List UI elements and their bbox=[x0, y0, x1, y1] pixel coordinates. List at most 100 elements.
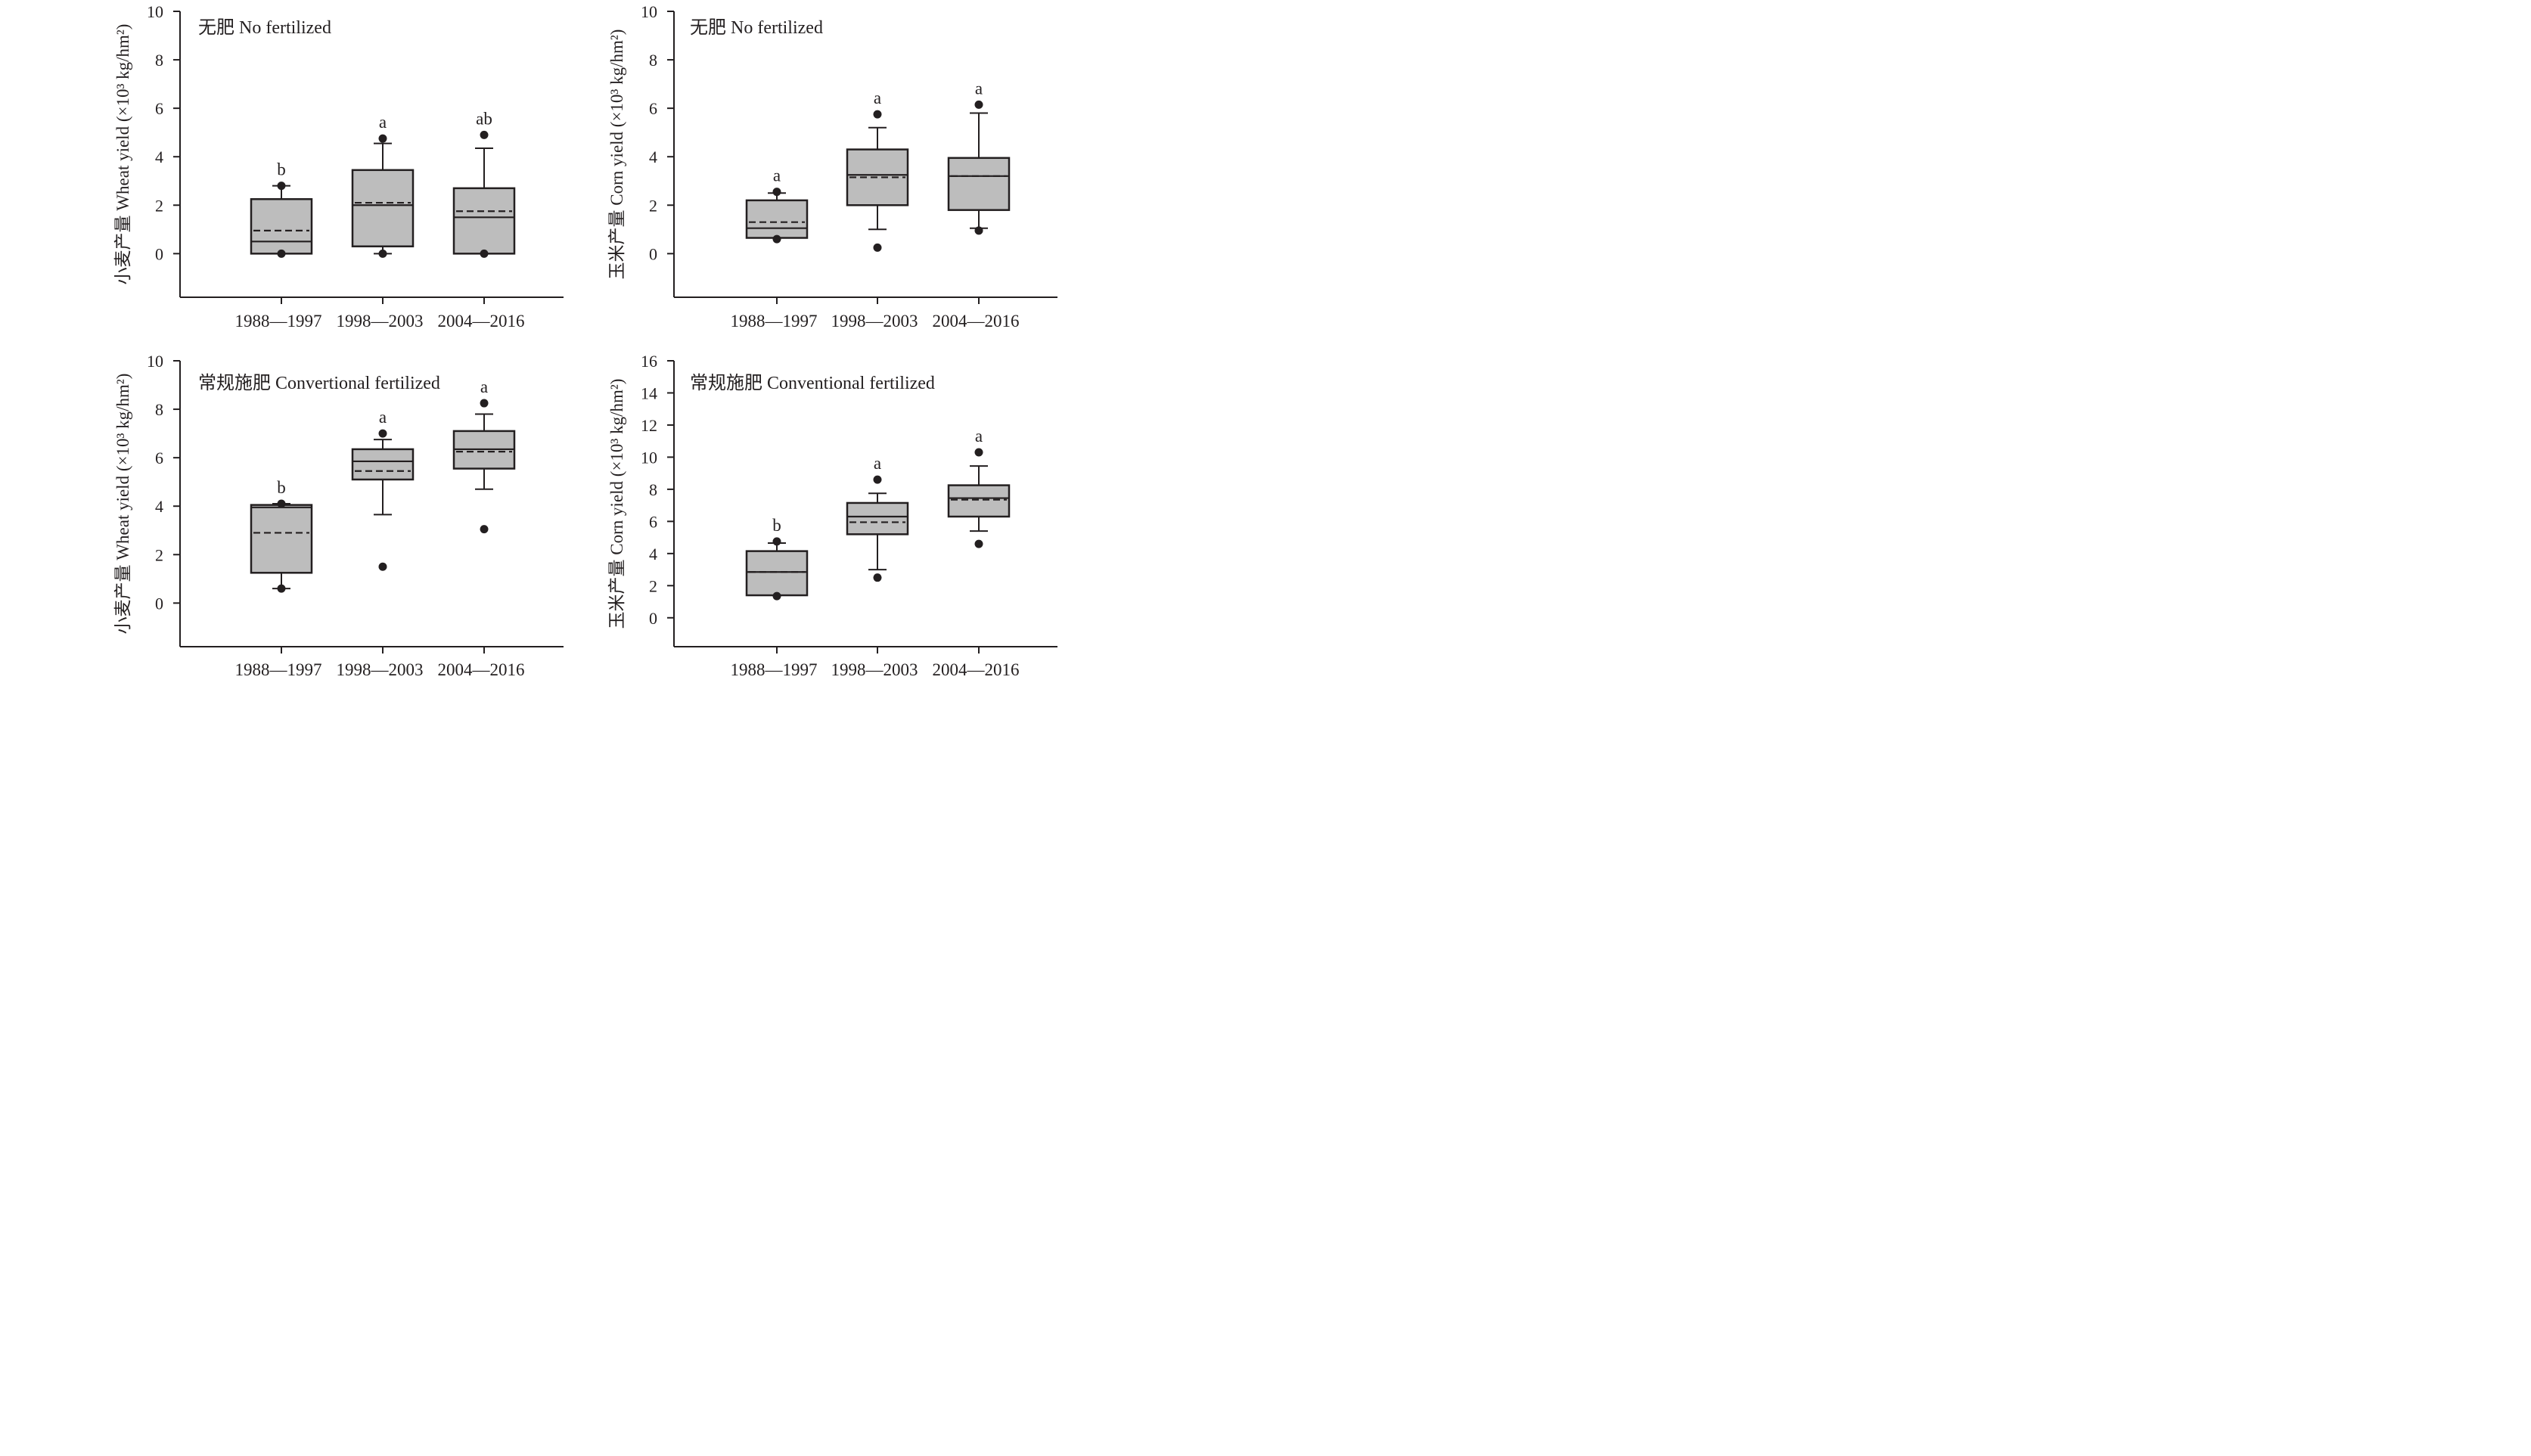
x-tick-label: 1988—1997 bbox=[235, 312, 322, 331]
box-1: a bbox=[745, 166, 809, 244]
y-tick-label: 0 bbox=[155, 594, 163, 613]
iqr-box bbox=[947, 157, 1011, 211]
y-tick-label: 4 bbox=[155, 497, 163, 516]
box-1: b bbox=[250, 478, 313, 593]
y-tick-label: 8 bbox=[649, 51, 657, 70]
outlier-point bbox=[378, 429, 387, 438]
iqr-box bbox=[250, 198, 313, 255]
outlier-point bbox=[974, 226, 983, 235]
y-tick-label: 10 bbox=[641, 2, 657, 21]
box-3: ab bbox=[452, 109, 516, 258]
x-tick-label: 2004—2016 bbox=[438, 660, 525, 679]
outlier-point bbox=[480, 525, 489, 534]
x-tick-label: 1988—1997 bbox=[731, 660, 818, 679]
y-tick-label: 12 bbox=[641, 416, 657, 435]
x-tick-label: 1998—2003 bbox=[337, 660, 424, 679]
y-tick-label: 8 bbox=[649, 480, 657, 499]
panel-title: 无肥 No fertilized bbox=[198, 18, 331, 38]
significance-letter: a bbox=[874, 454, 881, 473]
outlier-point bbox=[277, 182, 286, 191]
y-tick-label: 14 bbox=[641, 383, 657, 402]
panel-title: 无肥 No fertilized bbox=[690, 18, 823, 38]
outlier-point bbox=[772, 537, 781, 546]
box-3: a bbox=[947, 427, 1011, 548]
panel-title: 常规施肥 Convertional fertilized bbox=[198, 373, 440, 393]
iqr-box bbox=[250, 504, 313, 574]
outlier-point bbox=[873, 243, 882, 252]
iqr-box bbox=[745, 550, 809, 597]
significance-letter: a bbox=[975, 427, 983, 445]
significance-letter: a bbox=[480, 377, 488, 396]
x-tick-label: 2004—2016 bbox=[438, 312, 525, 331]
x-tick-label: 1988—1997 bbox=[731, 312, 818, 331]
chart-panel-1: 0 2 4 6 8 10 小麦产量 Wheat yield (×10³ kg/hm²) 无肥 … bbox=[113, 2, 564, 331]
y-tick-label: 6 bbox=[649, 512, 657, 531]
box-2: a bbox=[846, 88, 909, 252]
significance-letter: ab bbox=[476, 109, 492, 128]
y-tick-label: 10 bbox=[641, 448, 657, 467]
outlier-point bbox=[277, 499, 286, 508]
y-tick-label: 2 bbox=[155, 196, 163, 215]
outlier-point bbox=[378, 562, 387, 571]
significance-letter: b bbox=[772, 516, 781, 535]
x-tick-label: 1998—2003 bbox=[831, 660, 918, 679]
outlier-point bbox=[772, 591, 781, 601]
outlier-point bbox=[772, 188, 781, 197]
iqr-box bbox=[452, 187, 516, 255]
chart-panel-3: 0 2 4 6 8 10 小麦产量 Wheat yield (×10³ kg/hm²) 常规施… bbox=[113, 352, 564, 679]
y-tick-label: 0 bbox=[649, 609, 657, 628]
outlier-point bbox=[480, 130, 489, 139]
x-tick-label: 1998—2003 bbox=[337, 312, 424, 331]
significance-letter: a bbox=[379, 408, 387, 427]
box-3: a bbox=[452, 377, 516, 534]
x-tick-label: 1998—2003 bbox=[831, 312, 918, 331]
outlier-point bbox=[277, 584, 286, 593]
x-tick-label: 1988—1997 bbox=[235, 660, 322, 679]
chart-canvas: 0 2 4 6 8 10 小麦产量 Wheat yield (×10³ kg/hm²) 无肥 … bbox=[113, 2, 1057, 679]
significance-letter: b bbox=[277, 160, 286, 179]
iqr-box bbox=[745, 199, 809, 239]
iqr-box bbox=[351, 169, 415, 247]
outlier-point bbox=[974, 100, 983, 109]
outlier-point bbox=[480, 399, 489, 408]
y-axis-label: 玉米产量 Corn yield (×10³ kg/hm²) bbox=[607, 379, 626, 629]
outlier-point bbox=[974, 448, 983, 457]
box-1: b bbox=[250, 160, 313, 258]
y-tick-label: 2 bbox=[155, 545, 163, 564]
box-2: a bbox=[846, 454, 909, 582]
box-1: b bbox=[745, 516, 809, 601]
significance-letter: a bbox=[379, 113, 387, 132]
y-tick-label: 6 bbox=[649, 99, 657, 118]
x-tick-label: 2004—2016 bbox=[933, 312, 1020, 331]
y-axis-label: 玉米产量 Corn yield (×10³ kg/hm²) bbox=[607, 29, 626, 280]
figure: 0 2 4 6 8 10 小麦产量 Wheat yield (×10³ kg/hm²) 无肥 … bbox=[0, 0, 1186, 684]
outlier-point bbox=[873, 573, 882, 582]
y-tick-label: 4 bbox=[155, 147, 163, 166]
y-axis-label: 小麦产量 Wheat yield (×10³ kg/hm²) bbox=[113, 374, 132, 635]
outlier-point bbox=[378, 134, 387, 143]
box-2: a bbox=[351, 408, 415, 571]
y-tick-label: 0 bbox=[649, 244, 657, 263]
iqr-box bbox=[846, 501, 909, 536]
y-tick-label: 16 bbox=[641, 352, 657, 371]
outlier-point bbox=[480, 249, 489, 258]
significance-letter: a bbox=[874, 88, 881, 107]
y-tick-label: 2 bbox=[649, 196, 657, 215]
box-2: a bbox=[351, 113, 415, 258]
iqr-box bbox=[947, 484, 1011, 518]
box-3: a bbox=[947, 79, 1011, 235]
chart-panel-2: 0 2 4 6 8 10 玉米产量 Corn yield (×10³ kg/hm²) 无肥 N… bbox=[607, 2, 1057, 331]
y-tick-label: 4 bbox=[649, 545, 657, 563]
x-tick-label: 2004—2016 bbox=[933, 660, 1020, 679]
significance-letter: b bbox=[277, 478, 286, 497]
outlier-point bbox=[277, 249, 286, 258]
y-tick-label: 8 bbox=[155, 51, 163, 70]
panel-title: 常规施肥 Conventional fertilized bbox=[690, 373, 935, 393]
y-tick-label: 10 bbox=[147, 352, 163, 371]
y-tick-label: 4 bbox=[649, 147, 657, 166]
y-tick-label: 2 bbox=[649, 576, 657, 595]
y-tick-label: 6 bbox=[155, 449, 163, 467]
y-tick-label: 6 bbox=[155, 99, 163, 118]
outlier-point bbox=[378, 249, 387, 258]
outlier-point bbox=[772, 234, 781, 244]
